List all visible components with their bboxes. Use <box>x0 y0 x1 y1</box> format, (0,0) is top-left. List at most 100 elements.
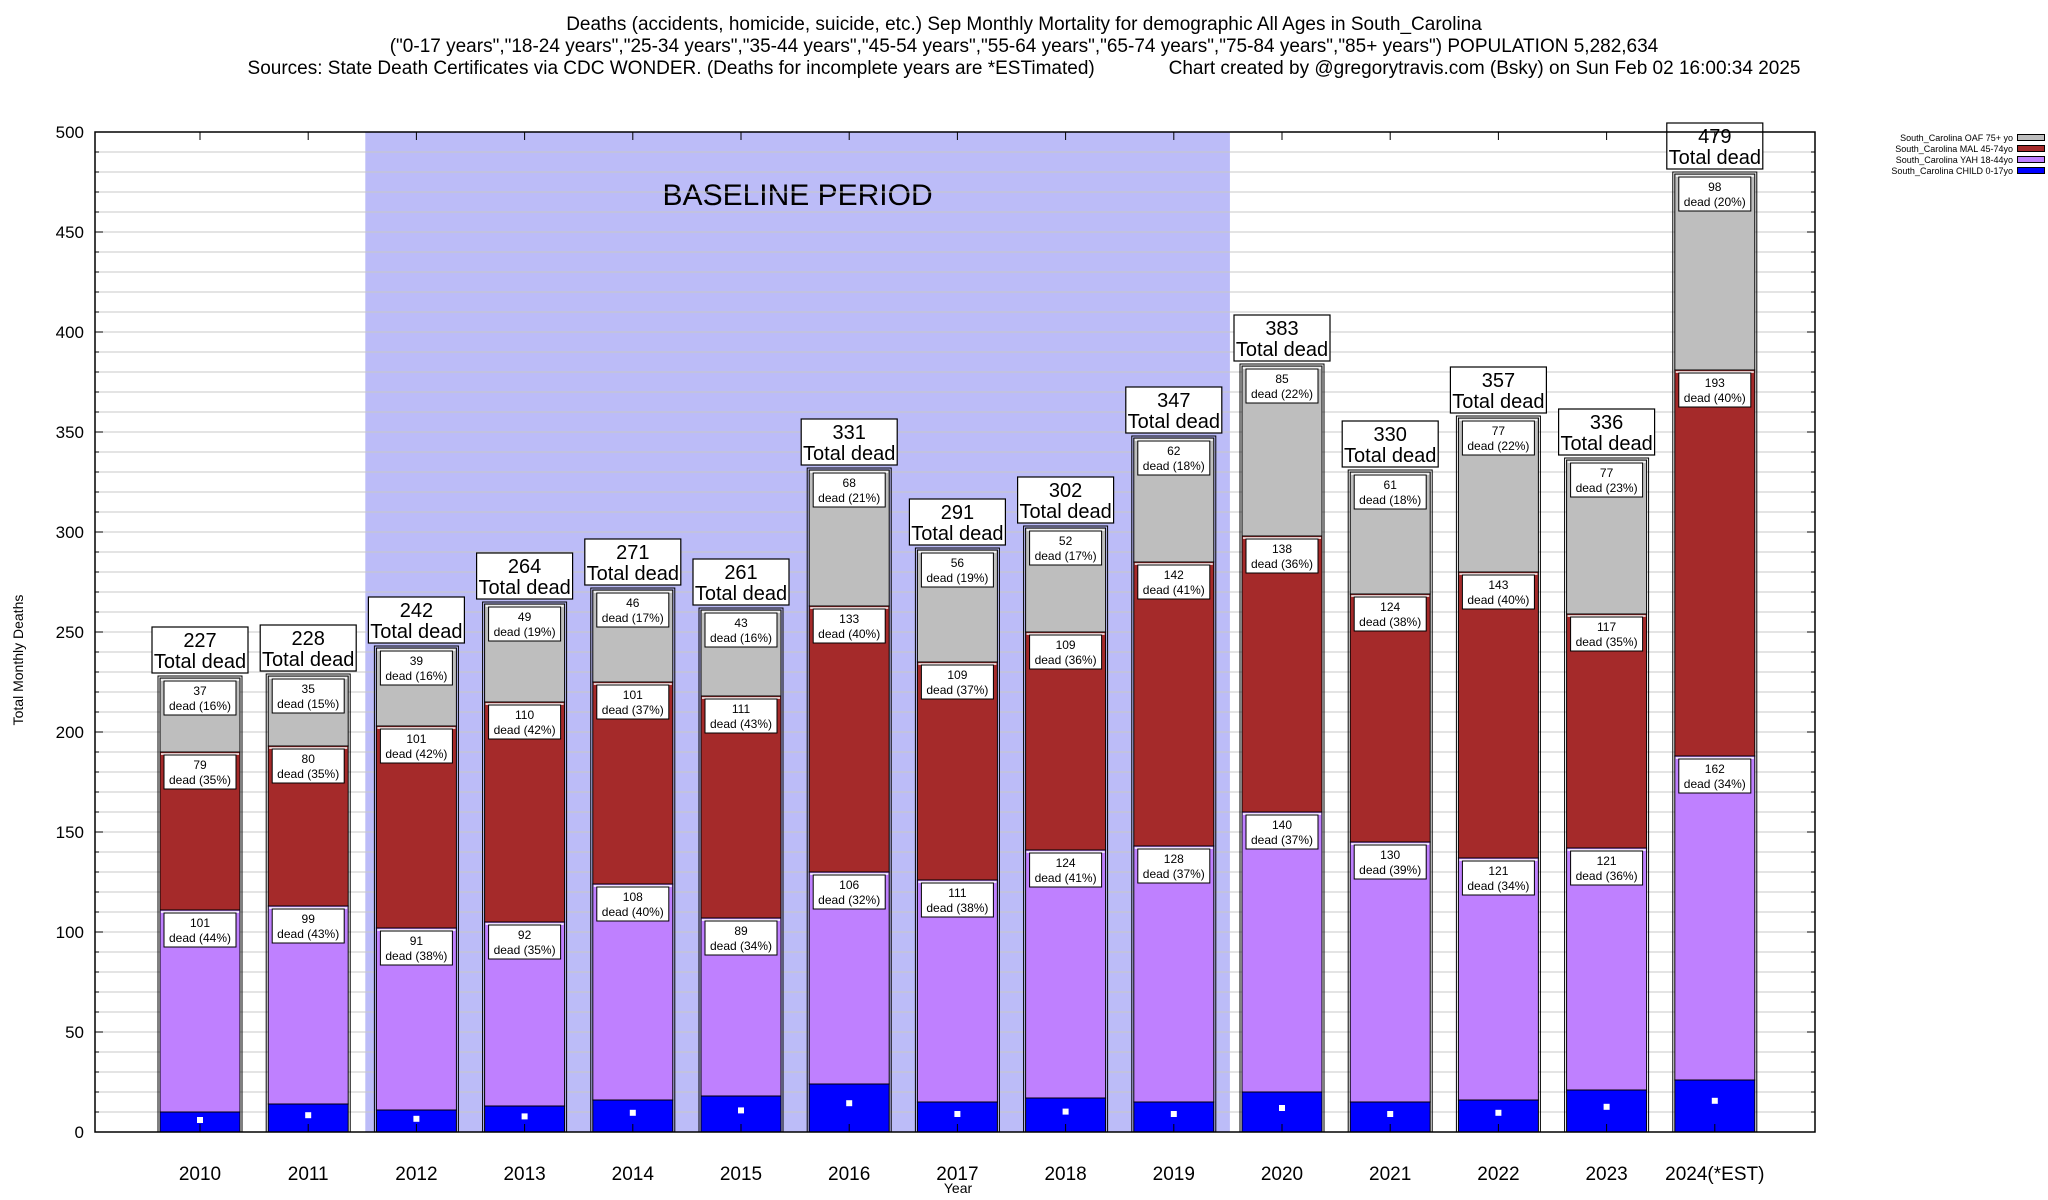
segment-pct-label: dead (16%) <box>385 669 447 683</box>
segment-value-label: 128 <box>1164 852 1184 866</box>
segment-label-box <box>379 650 453 686</box>
segment-pct-label: dead (34%) <box>1467 879 1529 893</box>
x-tick-label: 2011 <box>288 1164 329 1185</box>
segment-label-box <box>1245 538 1319 574</box>
y-tick-label: 250 <box>56 623 84 642</box>
legend-label: South_Carolina OAF 75+ yo <box>1900 132 2013 143</box>
segment-pct-label: dead (37%) <box>1251 833 1313 847</box>
segment-pct-label: dead (43%) <box>710 717 772 731</box>
legend-swatch <box>2017 167 2045 174</box>
segment-value-label: 89 <box>734 924 748 938</box>
segment-label-box <box>1678 372 1752 408</box>
total-label-box <box>476 552 574 600</box>
segment-label-box <box>488 924 562 960</box>
legend-label: South_Carolina YAH 18-44yo <box>1895 154 2013 165</box>
segment-value-label: 92 <box>518 928 532 942</box>
segment-value-label: 52 <box>1059 534 1073 548</box>
x-tick-label: 2012 <box>395 1164 437 1185</box>
segment-value-label: 142 <box>1164 568 1184 582</box>
segment-label-box <box>1137 564 1211 600</box>
bar-segment <box>808 605 890 873</box>
segment-value-label: 49 <box>518 610 532 624</box>
total-caption-label: Total dead <box>1019 501 1111 523</box>
segment-value-label: 43 <box>734 616 748 630</box>
segment-pct-label: dead (36%) <box>1035 653 1097 667</box>
total-value-label: 331 <box>833 422 866 444</box>
x-tick-label: 2013 <box>503 1164 545 1185</box>
bar-segment <box>1133 561 1215 847</box>
y-tick-label: 300 <box>56 523 84 542</box>
segment-pct-label: dead (40%) <box>1467 593 1529 607</box>
y-tick-label: 450 <box>56 223 84 242</box>
segment-value-label: 111 <box>948 886 967 900</box>
segment-value-label: 101 <box>406 732 426 746</box>
total-value-label: 271 <box>616 542 649 564</box>
x-tick-label: 2024(*EST) <box>1665 1164 1764 1185</box>
segment-pct-label: dead (23%) <box>1576 481 1638 495</box>
segment-pct-label: dead (40%) <box>818 627 880 641</box>
segment-label-box <box>920 664 994 700</box>
total-label-box <box>1125 386 1223 434</box>
segment-pct-label: dead (22%) <box>1251 387 1313 401</box>
x-tick-label: 2015 <box>720 1164 762 1185</box>
segment-label-box <box>1137 440 1211 476</box>
segment-label-box <box>271 678 345 714</box>
total-caption-label: Total dead <box>1560 433 1652 455</box>
legend-entry: South_Carolina YAH 18-44yo <box>1855 154 2045 165</box>
segment-value-label: 101 <box>623 688 643 702</box>
bar-segment <box>1241 535 1323 813</box>
total-value-label: 264 <box>508 556 541 578</box>
segment-label-box <box>920 552 994 588</box>
segment-label-box <box>596 592 670 628</box>
child-marker <box>1062 1108 1069 1115</box>
total-value-label: 302 <box>1049 480 1082 502</box>
total-caption-label: Total dead <box>587 563 679 585</box>
chart-subtitle: ("0-17 years","18-24 years","25-34 years… <box>389 36 1659 57</box>
x-tick-label: 2020 <box>1261 1164 1303 1185</box>
segment-pct-label: dead (37%) <box>926 683 988 697</box>
segment-pct-label: dead (18%) <box>1359 493 1421 507</box>
segment-pct-label: dead (44%) <box>169 931 231 945</box>
child-marker <box>738 1107 744 1114</box>
segment-pct-label: dead (20%) <box>1684 195 1746 209</box>
segment-pct-label: dead (38%) <box>926 901 988 915</box>
segment-pct-label: dead (40%) <box>1684 391 1746 405</box>
segment-pct-label: dead (32%) <box>818 893 880 907</box>
segment-label-box <box>488 704 562 740</box>
total-caption-label: Total dead <box>1344 445 1436 467</box>
total-label-box <box>259 624 357 672</box>
segment-value-label: 193 <box>1705 376 1725 390</box>
segment-label-box <box>163 754 237 790</box>
y-tick-label: 350 <box>56 423 84 442</box>
total-caption-label: Total dead <box>1669 147 1761 169</box>
bar-segment <box>1566 847 1648 1091</box>
bar-segment <box>1025 849 1107 1099</box>
segment-value-label: 121 <box>1597 854 1617 868</box>
total-label-box <box>584 538 682 586</box>
child-marker <box>1495 1109 1502 1116</box>
segment-value-label: 124 <box>1380 600 1400 614</box>
segment-label-box <box>1461 420 1535 456</box>
segment-label-box <box>704 698 778 734</box>
segment-label-box <box>1570 616 1644 652</box>
legend-swatch <box>2017 156 2045 163</box>
child-marker <box>1279 1105 1285 1111</box>
segment-pct-label: dead (42%) <box>385 747 447 761</box>
segment-label-box <box>1029 530 1103 566</box>
segment-label-box <box>1245 814 1319 850</box>
x-tick-label: 2021 <box>1369 1164 1411 1185</box>
chart-header: Deaths (accidents, homicide, suicide, et… <box>0 14 2048 80</box>
segment-pct-label: dead (40%) <box>602 905 664 919</box>
segment-value-label: 61 <box>1384 478 1398 492</box>
total-value-label: 336 <box>1590 412 1623 434</box>
total-value-label: 227 <box>183 630 216 652</box>
segment-value-label: 130 <box>1380 848 1400 862</box>
legend-swatch <box>2017 134 2045 141</box>
total-caption-label: Total dead <box>154 651 246 673</box>
segment-value-label: 111 <box>732 702 751 716</box>
x-tick-label: 2018 <box>1044 1164 1086 1185</box>
segment-pct-label: dead (21%) <box>818 491 880 505</box>
segment-label-box <box>812 472 886 508</box>
segment-label-box <box>1570 850 1644 886</box>
segment-pct-label: dead (35%) <box>169 773 231 787</box>
